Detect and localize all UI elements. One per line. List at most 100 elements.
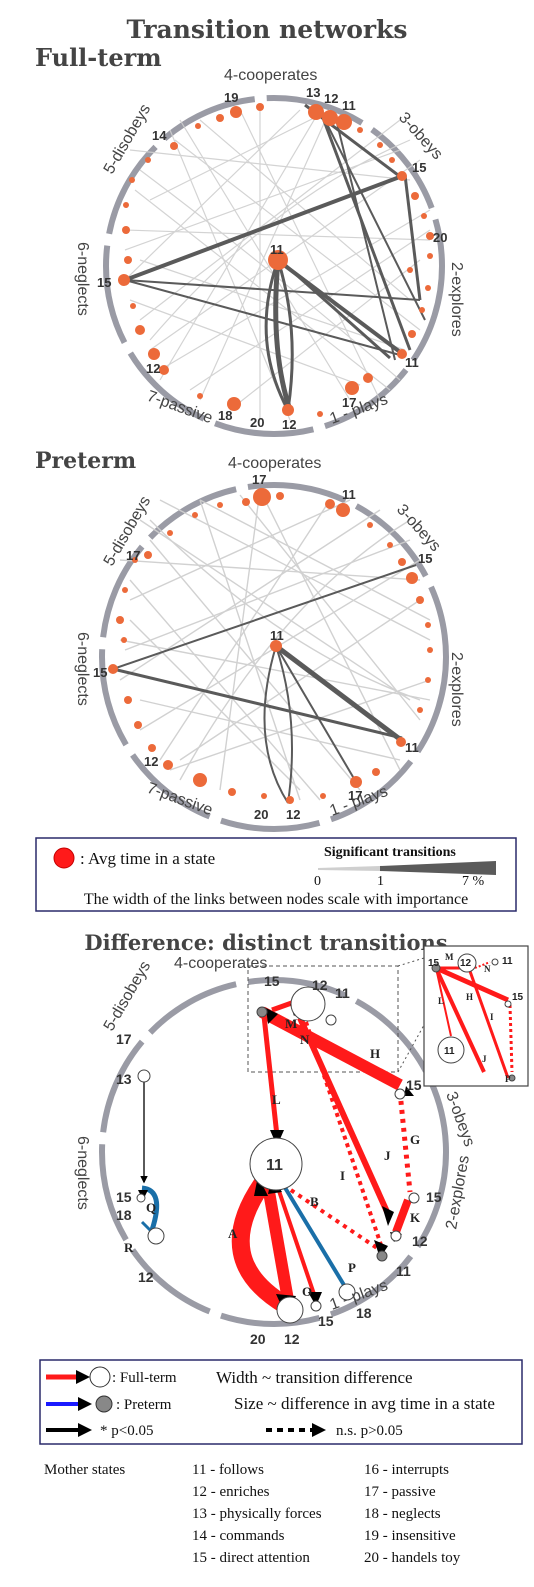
- svg-text:20: 20: [250, 415, 264, 430]
- svg-text:L: L: [272, 1092, 281, 1107]
- svg-text:4-cooperates: 4-cooperates: [174, 955, 267, 972]
- svg-text:L: L: [438, 996, 444, 1006]
- svg-text:11: 11: [342, 98, 356, 113]
- svg-text:7-passive: 7-passive: [145, 388, 215, 427]
- svg-text:2-explores: 2-explores: [448, 652, 465, 727]
- svg-text:N: N: [300, 1032, 310, 1047]
- svg-text:15: 15: [93, 665, 107, 680]
- edge-H: [259, 1006, 403, 1091]
- svg-text:13 - physically forces: 13 - physically forces: [192, 1506, 322, 1522]
- legend-difference: : Full-term : Preterm * p<0.05 Width ~ t…: [39, 1359, 523, 1445]
- difference-edges: [140, 997, 413, 1313]
- legend-sig: * p<0.05: [100, 1423, 153, 1439]
- svg-text:11 - follows: 11 - follows: [192, 1462, 264, 1478]
- svg-text:18: 18: [218, 408, 232, 423]
- svg-text:P: P: [505, 1074, 511, 1084]
- difference-ring: [99, 977, 449, 1327]
- svg-text:14 - commands: 14 - commands: [192, 1528, 285, 1544]
- svg-text:12: 12: [284, 1331, 300, 1347]
- fullterm-minor-links: [124, 105, 431, 421]
- edge-O: [276, 1187, 318, 1301]
- svg-text:N: N: [484, 964, 491, 974]
- svg-text:12: 12: [282, 417, 296, 432]
- svg-text:12: 12: [324, 91, 338, 106]
- svg-text:15: 15: [428, 958, 440, 969]
- svg-text:K: K: [410, 1210, 421, 1225]
- svg-text:17: 17: [342, 395, 356, 410]
- svg-text:11: 11: [405, 740, 419, 755]
- svg-text:15: 15: [412, 160, 426, 175]
- svg-text:19: 19: [224, 90, 238, 105]
- edge-J: [297, 1016, 391, 1216]
- legend-width-note: Width ~ transition difference: [216, 1368, 413, 1387]
- svg-text:20: 20: [250, 1331, 266, 1347]
- svg-text:17: 17: [126, 548, 140, 563]
- svg-text:12 - enriches: 12 - enriches: [192, 1484, 270, 1500]
- svg-text:R: R: [124, 1240, 134, 1255]
- preterm-label: Preterm: [35, 448, 136, 474]
- svg-text:11: 11: [270, 628, 284, 643]
- svg-text:I: I: [340, 1168, 345, 1183]
- edge-A: [231, 1178, 290, 1313]
- svg-text:13: 13: [306, 85, 320, 100]
- difference-edge-labels: M N H L G J I K B A O P Q R: [124, 1016, 421, 1299]
- svg-text:J: J: [384, 1148, 391, 1163]
- svg-text:19 - insensitive: 19 - insensitive: [364, 1528, 456, 1544]
- preterm-node-labels: 17 11 15 11 17 15 12 20 12 17 11: [93, 472, 432, 822]
- preterm-ring: [99, 482, 449, 832]
- mother-states-title: Mother states: [44, 1462, 125, 1478]
- fullterm-sig-links: [124, 103, 426, 411]
- svg-text:12: 12: [412, 1233, 428, 1249]
- sig-title: Significant transitions: [324, 845, 456, 860]
- svg-text:G: G: [410, 1132, 420, 1147]
- svg-text:P: P: [348, 1260, 356, 1275]
- preterm-sig-links: [112, 564, 417, 804]
- legend-fullterm: : Full-term: [112, 1370, 177, 1386]
- difference-nodes: [136, 986, 420, 1324]
- svg-text:4-cooperates: 4-cooperates: [224, 67, 317, 84]
- edge-B: [274, 1178, 382, 1252]
- svg-text:J: J: [482, 1054, 487, 1064]
- edge-G: [397, 1091, 413, 1193]
- svg-text:15: 15: [418, 551, 432, 566]
- svg-text:11: 11: [266, 1157, 283, 1174]
- svg-text:6-neglects: 6-neglects: [74, 632, 91, 706]
- svg-text:16 - interrupts: 16 - interrupts: [364, 1462, 449, 1478]
- svg-text:12: 12: [146, 361, 160, 376]
- svg-text:13: 13: [116, 1071, 132, 1087]
- svg-text:14: 14: [152, 128, 167, 143]
- sig-bar-dark: [380, 861, 496, 875]
- svg-text:18: 18: [356, 1305, 372, 1321]
- svg-text:2-explores: 2-explores: [448, 262, 465, 337]
- svg-text:12: 12: [460, 958, 472, 969]
- svg-text:H: H: [466, 992, 473, 1002]
- svg-text:6-neglects: 6-neglects: [74, 242, 91, 316]
- svg-text:17: 17: [116, 1031, 132, 1047]
- svg-text:H: H: [370, 1046, 380, 1061]
- svg-text:17 - passive: 17 - passive: [364, 1484, 436, 1500]
- edge-P: [282, 1184, 349, 1292]
- edge-Q: [141, 1185, 160, 1231]
- svg-text:15: 15: [406, 1077, 422, 1093]
- svg-text:18: 18: [116, 1207, 132, 1223]
- legend-preterm: : Preterm: [116, 1397, 172, 1413]
- svg-text:6-neglects: 6-neglects: [74, 1136, 91, 1210]
- svg-text:5-disobeys: 5-disobeys: [101, 958, 154, 1034]
- fullterm-nodes: [118, 103, 434, 417]
- svg-text:15: 15: [512, 992, 524, 1003]
- svg-text:5-disobeys: 5-disobeys: [101, 101, 154, 177]
- svg-text:15 - direct attention: 15 - direct attention: [192, 1550, 310, 1566]
- avg-time-label: : Avg time in a state: [80, 849, 215, 868]
- svg-text:O: O: [302, 1284, 312, 1299]
- legend-size-note: Size ~ difference in avg time in a state: [234, 1394, 495, 1413]
- svg-text:17: 17: [252, 472, 266, 487]
- legend-caption: The width of the links between nodes sca…: [84, 891, 468, 908]
- fullterm-node-labels: 13 12 11 19 14 15 20 15 11 17 12 20 18 1…: [97, 85, 447, 432]
- svg-text:11: 11: [342, 487, 356, 502]
- edge-A2: [262, 1184, 294, 1302]
- svg-text:3-obeys: 3-obeys: [393, 501, 444, 555]
- svg-text:Q: Q: [146, 1200, 156, 1215]
- svg-text:7-passive: 7-passive: [145, 780, 215, 819]
- svg-text:B: B: [310, 1194, 319, 1209]
